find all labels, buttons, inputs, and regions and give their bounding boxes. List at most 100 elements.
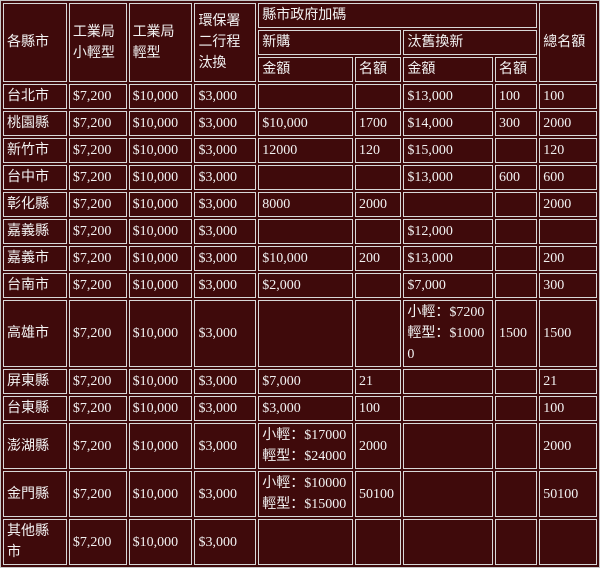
header-new-amount: 金額 [258,57,354,82]
cell-idb-small: $7,200 [68,471,127,517]
cell-new-quota [355,165,402,190]
cell-rep-quota [495,192,538,217]
table-row: 屏東縣 $7,200 $10,000 $3,000 $7,000 21 21 [3,369,597,394]
cell-idb-light: $10,000 [128,111,193,136]
cell-total: 200 [539,246,597,271]
cell-idb-light: $10,000 [128,471,193,517]
cell-rep-quota [495,471,538,517]
cell-rep-amount: $12,000 [403,219,494,244]
cell-rep-amount [403,192,494,217]
cell-new-amount: $10,000 [258,246,354,271]
cell-new-quota: 100 [355,396,402,421]
cell-epa: $3,000 [194,300,257,367]
cell-new-quota: 50100 [355,471,402,517]
cell-rep-quota: 300 [495,111,538,136]
cell-county: 桃園縣 [3,111,67,136]
cell-county: 金門縣 [3,471,67,517]
cell-new-amount [258,165,354,190]
cell-epa: $3,000 [194,423,257,469]
cell-idb-light: $10,000 [128,219,193,244]
table-row: 桃園縣 $7,200 $10,000 $3,000 $10,000 1700 $14,000… [3,111,597,136]
cell-total: 2000 [539,192,597,217]
cell-rep-amount: 小輕：$7200輕型：$10000 [403,300,494,367]
table-row: 嘉義市 $7,200 $10,000 $3,000 $10,000 200 $13,000 2… [3,246,597,271]
cell-idb-light: $10,000 [128,84,193,109]
table-row: 彰化縣 $7,200 $10,000 $3,000 8000 2000 2000 [3,192,597,217]
cell-county: 高雄市 [3,300,67,367]
cell-idb-light: $10,000 [128,396,193,421]
cell-idb-small: $7,200 [68,165,127,190]
cell-rep-amount: $7,000 [403,273,494,298]
cell-new-quota: 2000 [355,423,402,469]
cell-rep-amount [403,471,494,517]
cell-epa: $3,000 [194,246,257,271]
cell-epa: $3,000 [194,192,257,217]
cell-rep-amount: $13,000 [403,165,494,190]
cell-rep-amount: $13,000 [403,84,494,109]
cell-new-quota: 1700 [355,111,402,136]
cell-new-quota: 21 [355,369,402,394]
cell-new-amount: $10,000 [258,111,354,136]
table-row: 台中市 $7,200 $10,000 $3,000 $13,000 600 600 [3,165,597,190]
cell-new-amount [258,300,354,367]
cell-county: 台中市 [3,165,67,190]
cell-total: 50100 [539,471,597,517]
cell-idb-light: $10,000 [128,192,193,217]
cell-county: 嘉義市 [3,246,67,271]
cell-total: 100 [539,84,597,109]
cell-rep-quota [495,246,538,271]
cell-rep-quota: 600 [495,165,538,190]
cell-epa: $3,000 [194,396,257,421]
cell-new-quota [355,273,402,298]
cell-total: 2000 [539,423,597,469]
cell-new-amount: $7,000 [258,369,354,394]
cell-rep-quota [495,219,538,244]
cell-epa: $3,000 [194,273,257,298]
cell-new-amount [258,84,354,109]
cell-county: 嘉義縣 [3,219,67,244]
cell-total: 21 [539,369,597,394]
cell-rep-quota [495,138,538,163]
table-row: 嘉義縣 $7,200 $10,000 $3,000 $12,000 [3,219,597,244]
cell-idb-small: $7,200 [68,519,127,565]
cell-total: 100 [539,396,597,421]
cell-epa: $3,000 [194,471,257,517]
cell-rep-amount: $13,000 [403,246,494,271]
cell-rep-amount [403,519,494,565]
cell-new-quota: 200 [355,246,402,271]
cell-rep-amount: $15,000 [403,138,494,163]
cell-idb-small: $7,200 [68,219,127,244]
subsidy-table: 各縣市 工業局小輕型 工業局輕型 環保署二行程汰換 縣市政府加碼 總名額 新購 … [0,0,600,568]
table-row: 新竹市 $7,200 $10,000 $3,000 12000 120 $15,000 120 [3,138,597,163]
cell-new-amount: $3,000 [258,396,354,421]
cell-idb-light: $10,000 [128,165,193,190]
cell-idb-light: $10,000 [128,300,193,367]
table-row: 台北市 $7,200 $10,000 $3,000 $13,000 100 100 [3,84,597,109]
header-new-purchase: 新購 [258,30,402,55]
header-local-subsidy: 縣市政府加碼 [258,3,538,28]
cell-rep-quota [495,519,538,565]
cell-idb-small: $7,200 [68,423,127,469]
cell-county: 其他縣市 [3,519,67,565]
cell-epa: $3,000 [194,138,257,163]
cell-epa: $3,000 [194,219,257,244]
cell-epa: $3,000 [194,165,257,190]
header-total-quota: 總名額 [539,3,597,82]
header-idb-light: 工業局輕型 [128,3,193,82]
table-row: 台南市 $7,200 $10,000 $3,000 $2,000 $7,000 300 [3,273,597,298]
header-epa-two-stroke: 環保署二行程汰換 [194,3,257,82]
cell-county: 台北市 [3,84,67,109]
header-rep-quota: 名額 [495,57,538,82]
cell-new-amount [258,219,354,244]
cell-total: 120 [539,138,597,163]
cell-new-quota [355,84,402,109]
cell-county: 台東縣 [3,396,67,421]
cell-idb-small: $7,200 [68,273,127,298]
cell-total: 1500 [539,300,597,367]
table-row: 澎湖縣 $7,200 $10,000 $3,000 小輕：$17000輕型：$24000… [3,423,597,469]
cell-new-quota [355,519,402,565]
header-county: 各縣市 [3,3,67,82]
cell-total: 2000 [539,111,597,136]
cell-rep-amount [403,423,494,469]
cell-new-amount: 小輕：$17000輕型：$24000 [258,423,354,469]
